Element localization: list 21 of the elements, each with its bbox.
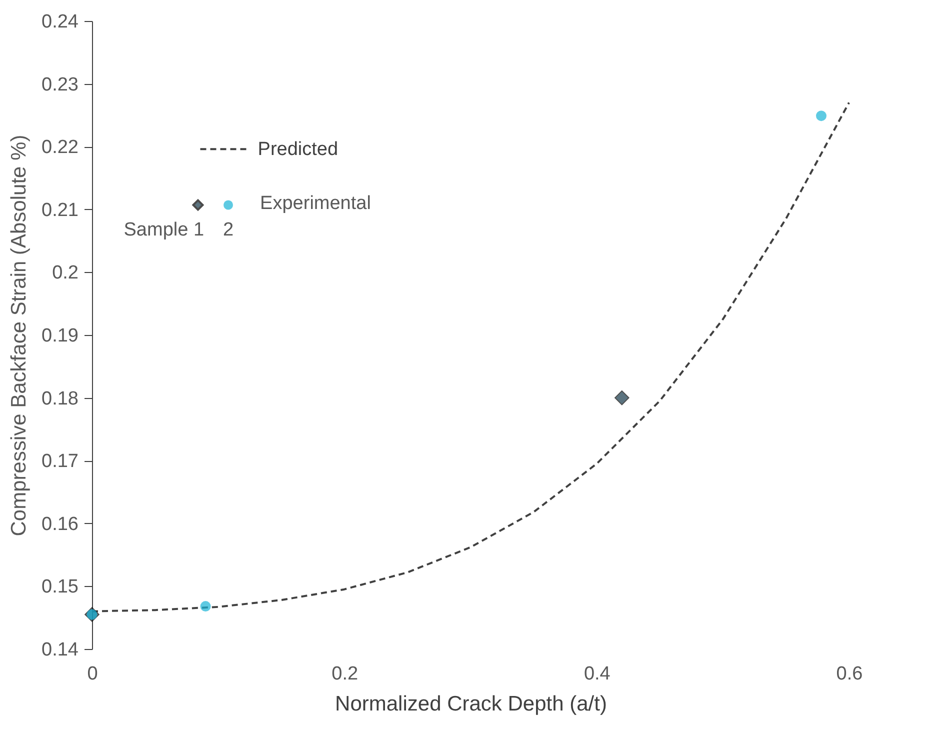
y-axis-title: Compressive Backface Strain (Absolute %) <box>8 134 31 536</box>
y-tick-label: 0.14 <box>42 640 79 660</box>
y-tick-label: 0.19 <box>42 326 78 346</box>
x-tick-label: 0 <box>87 664 98 684</box>
legend-label: 2 <box>222 219 234 240</box>
annotation: Experimental <box>260 193 371 214</box>
legend-label: Sample 1 <box>124 219 204 240</box>
y-tick-label: 0.24 <box>42 12 79 32</box>
x-tick-label: 0.6 <box>836 664 863 684</box>
x-axis-title: Normalized Crack Depth (a/t) <box>335 692 607 716</box>
y-tick-label: 0.23 <box>42 74 78 96</box>
y-tick-label: 0.15 <box>42 576 78 598</box>
y-tick-label: 0.21 <box>42 200 78 221</box>
y-tick-label: 0.18 <box>42 388 78 410</box>
x-tick-label: 0.4 <box>584 664 611 684</box>
y-tick-label: 0.17 <box>42 451 78 472</box>
text: Predicted <box>258 139 338 160</box>
y-tick-label: 0.2 <box>52 262 78 284</box>
y-tick-label: 0.22 <box>42 137 78 158</box>
x-tick-label: 0.2 <box>332 664 358 684</box>
y-tick-label: 0.16 <box>42 514 78 535</box>
